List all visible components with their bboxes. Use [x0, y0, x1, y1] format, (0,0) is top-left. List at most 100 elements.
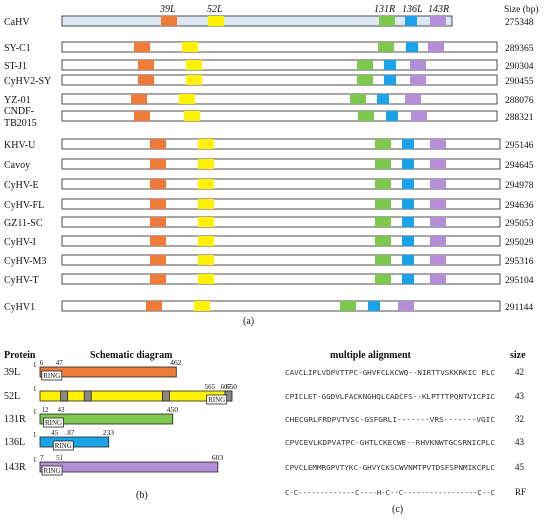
protein-bar — [39, 366, 177, 378]
genome-bar — [61, 300, 501, 312]
genome-row: CyHV-M3 295316 — [4, 254, 534, 267]
alignment-size: 43 — [515, 391, 525, 401]
genome-name: CyHV-M3 — [4, 256, 46, 267]
genome-name: CaHV — [4, 17, 30, 28]
gene-box-39l — [150, 255, 166, 265]
ring-end: 43 — [58, 406, 66, 414]
ring-domain-label: RING — [44, 467, 61, 475]
motif-box — [83, 390, 92, 402]
ring-domain-label: RING — [208, 396, 225, 404]
ring-domain-label: RING — [55, 442, 72, 450]
gene-box-52l — [198, 179, 214, 189]
gene-box-136l — [402, 199, 414, 209]
ring-domain-label: RING — [45, 419, 62, 427]
genome-size: 294636 — [505, 201, 534, 211]
genome-row: CyHV-FL 294636 — [4, 198, 534, 211]
genome-row: CyHV2-SY 290455 — [4, 74, 534, 87]
protein-length: 462 — [170, 358, 182, 367]
gene-box-143r — [430, 139, 446, 149]
gene-box-143r — [430, 255, 446, 265]
alignment-size: 45 — [515, 462, 525, 472]
gene-box-39l — [138, 60, 154, 70]
gene-box-39l — [134, 111, 150, 121]
schematic-column-header: Schematic diagram — [90, 350, 173, 361]
ring-end: 47 — [56, 359, 64, 367]
gene-box-39l — [150, 199, 166, 209]
consensus-size: RF — [515, 487, 526, 497]
gene-box-136l — [368, 301, 380, 311]
panel-a-label: (a) — [243, 316, 254, 327]
genome-bar — [61, 235, 501, 247]
genome-size: 295053 — [505, 219, 534, 229]
genome-bar — [61, 41, 498, 53]
gene-box-52l — [182, 42, 198, 52]
protein-row: 136L 1 233 RING 45 87 — [4, 428, 115, 451]
gene-box-136l — [405, 16, 417, 26]
gene-box-52l — [186, 75, 202, 85]
genome-size: 289365 — [505, 44, 534, 54]
genome-size: 295029 — [505, 238, 534, 248]
genome-row: GZ11-SC 295053 — [4, 216, 534, 229]
gene-label-39l: 39L — [159, 4, 176, 15]
gene-box-39l — [146, 301, 162, 311]
gene-box-136l — [402, 255, 414, 265]
genome-row: CyHV-E 294978 — [4, 178, 534, 191]
gene-box-52l — [198, 199, 214, 209]
panel-c-label: (c) — [392, 504, 403, 515]
genome-bar — [61, 110, 498, 122]
gene-box-131r — [375, 236, 391, 246]
protein-bar — [39, 390, 233, 402]
ring-start: 45 — [51, 429, 59, 437]
gene-label-136l: 136L — [402, 4, 423, 15]
gene-box-143r — [428, 42, 444, 52]
panel-b-label: (b) — [136, 490, 148, 501]
gene-box-52l — [198, 255, 214, 265]
protein-name: 131R — [4, 414, 26, 425]
gene-box-39l — [150, 217, 166, 227]
motif-box — [162, 390, 170, 402]
alignment-row: CHECGRLFRDPVTVSC-GSFGRLI-------VRS------… — [285, 414, 524, 424]
genome-rows: CaHV 275348 SY-C1 289365 ST-J1 290304 CyHV2-SY… — [4, 15, 534, 313]
protein-bar — [39, 413, 174, 425]
protein-start: 1 — [33, 408, 37, 416]
alignment-size-header: size — [510, 350, 526, 361]
gene-box-136l — [402, 139, 414, 149]
ring-domain-box — [41, 465, 63, 476]
ring-end: 607 — [221, 383, 232, 391]
genome-bar — [61, 198, 501, 210]
genome-name: Cavoy — [4, 160, 30, 171]
gene-box-143r — [411, 111, 427, 121]
ring-domain-box — [206, 394, 228, 405]
alignment-row: CPVCEVLKDPVATPC-GHTLCKECWE--RHVKNWTGCSRN… — [285, 437, 525, 447]
ring-start: 565 — [205, 383, 216, 391]
gene-label-143r: 143R — [428, 4, 449, 15]
gene-box-52l — [198, 274, 214, 284]
genome-name: ST-J1 — [4, 61, 27, 72]
protein-name: 39L — [4, 367, 20, 378]
genome-size: 291144 — [505, 303, 533, 313]
gene-box-131r — [357, 75, 373, 85]
protein-length: 233 — [103, 428, 115, 437]
genome-size: 294978 — [505, 181, 534, 191]
genome-name: YZ-01 — [4, 95, 31, 106]
gene-box-143r — [430, 159, 446, 169]
gene-label-52l: 52L — [207, 4, 223, 15]
gene-box-39l — [150, 274, 166, 284]
gene-box-52l — [208, 16, 224, 26]
panel-b-domain-schematic: Protein Schematic diagram 39L 1 462 RING 6 47… — [4, 350, 237, 501]
ring-start: 6 — [40, 359, 44, 367]
size-header: Size (bp) — [504, 4, 539, 15]
gene-box-131r — [375, 199, 391, 209]
gene-box-39l — [138, 75, 154, 85]
alignment-rows: CAVCLIPLVDPVTTPC-GHVFCLKCWQ--NIRTTVSKKRK… — [285, 367, 526, 497]
gene-box-131r — [357, 60, 373, 70]
ring-domain-label: RING — [43, 372, 60, 380]
gene-box-136l — [402, 236, 414, 246]
genome-bar — [61, 273, 501, 285]
gene-box-131r — [358, 111, 374, 121]
ring-end: 51 — [56, 454, 64, 462]
gene-box-39l — [150, 159, 166, 169]
gene-box-143r — [430, 16, 446, 26]
